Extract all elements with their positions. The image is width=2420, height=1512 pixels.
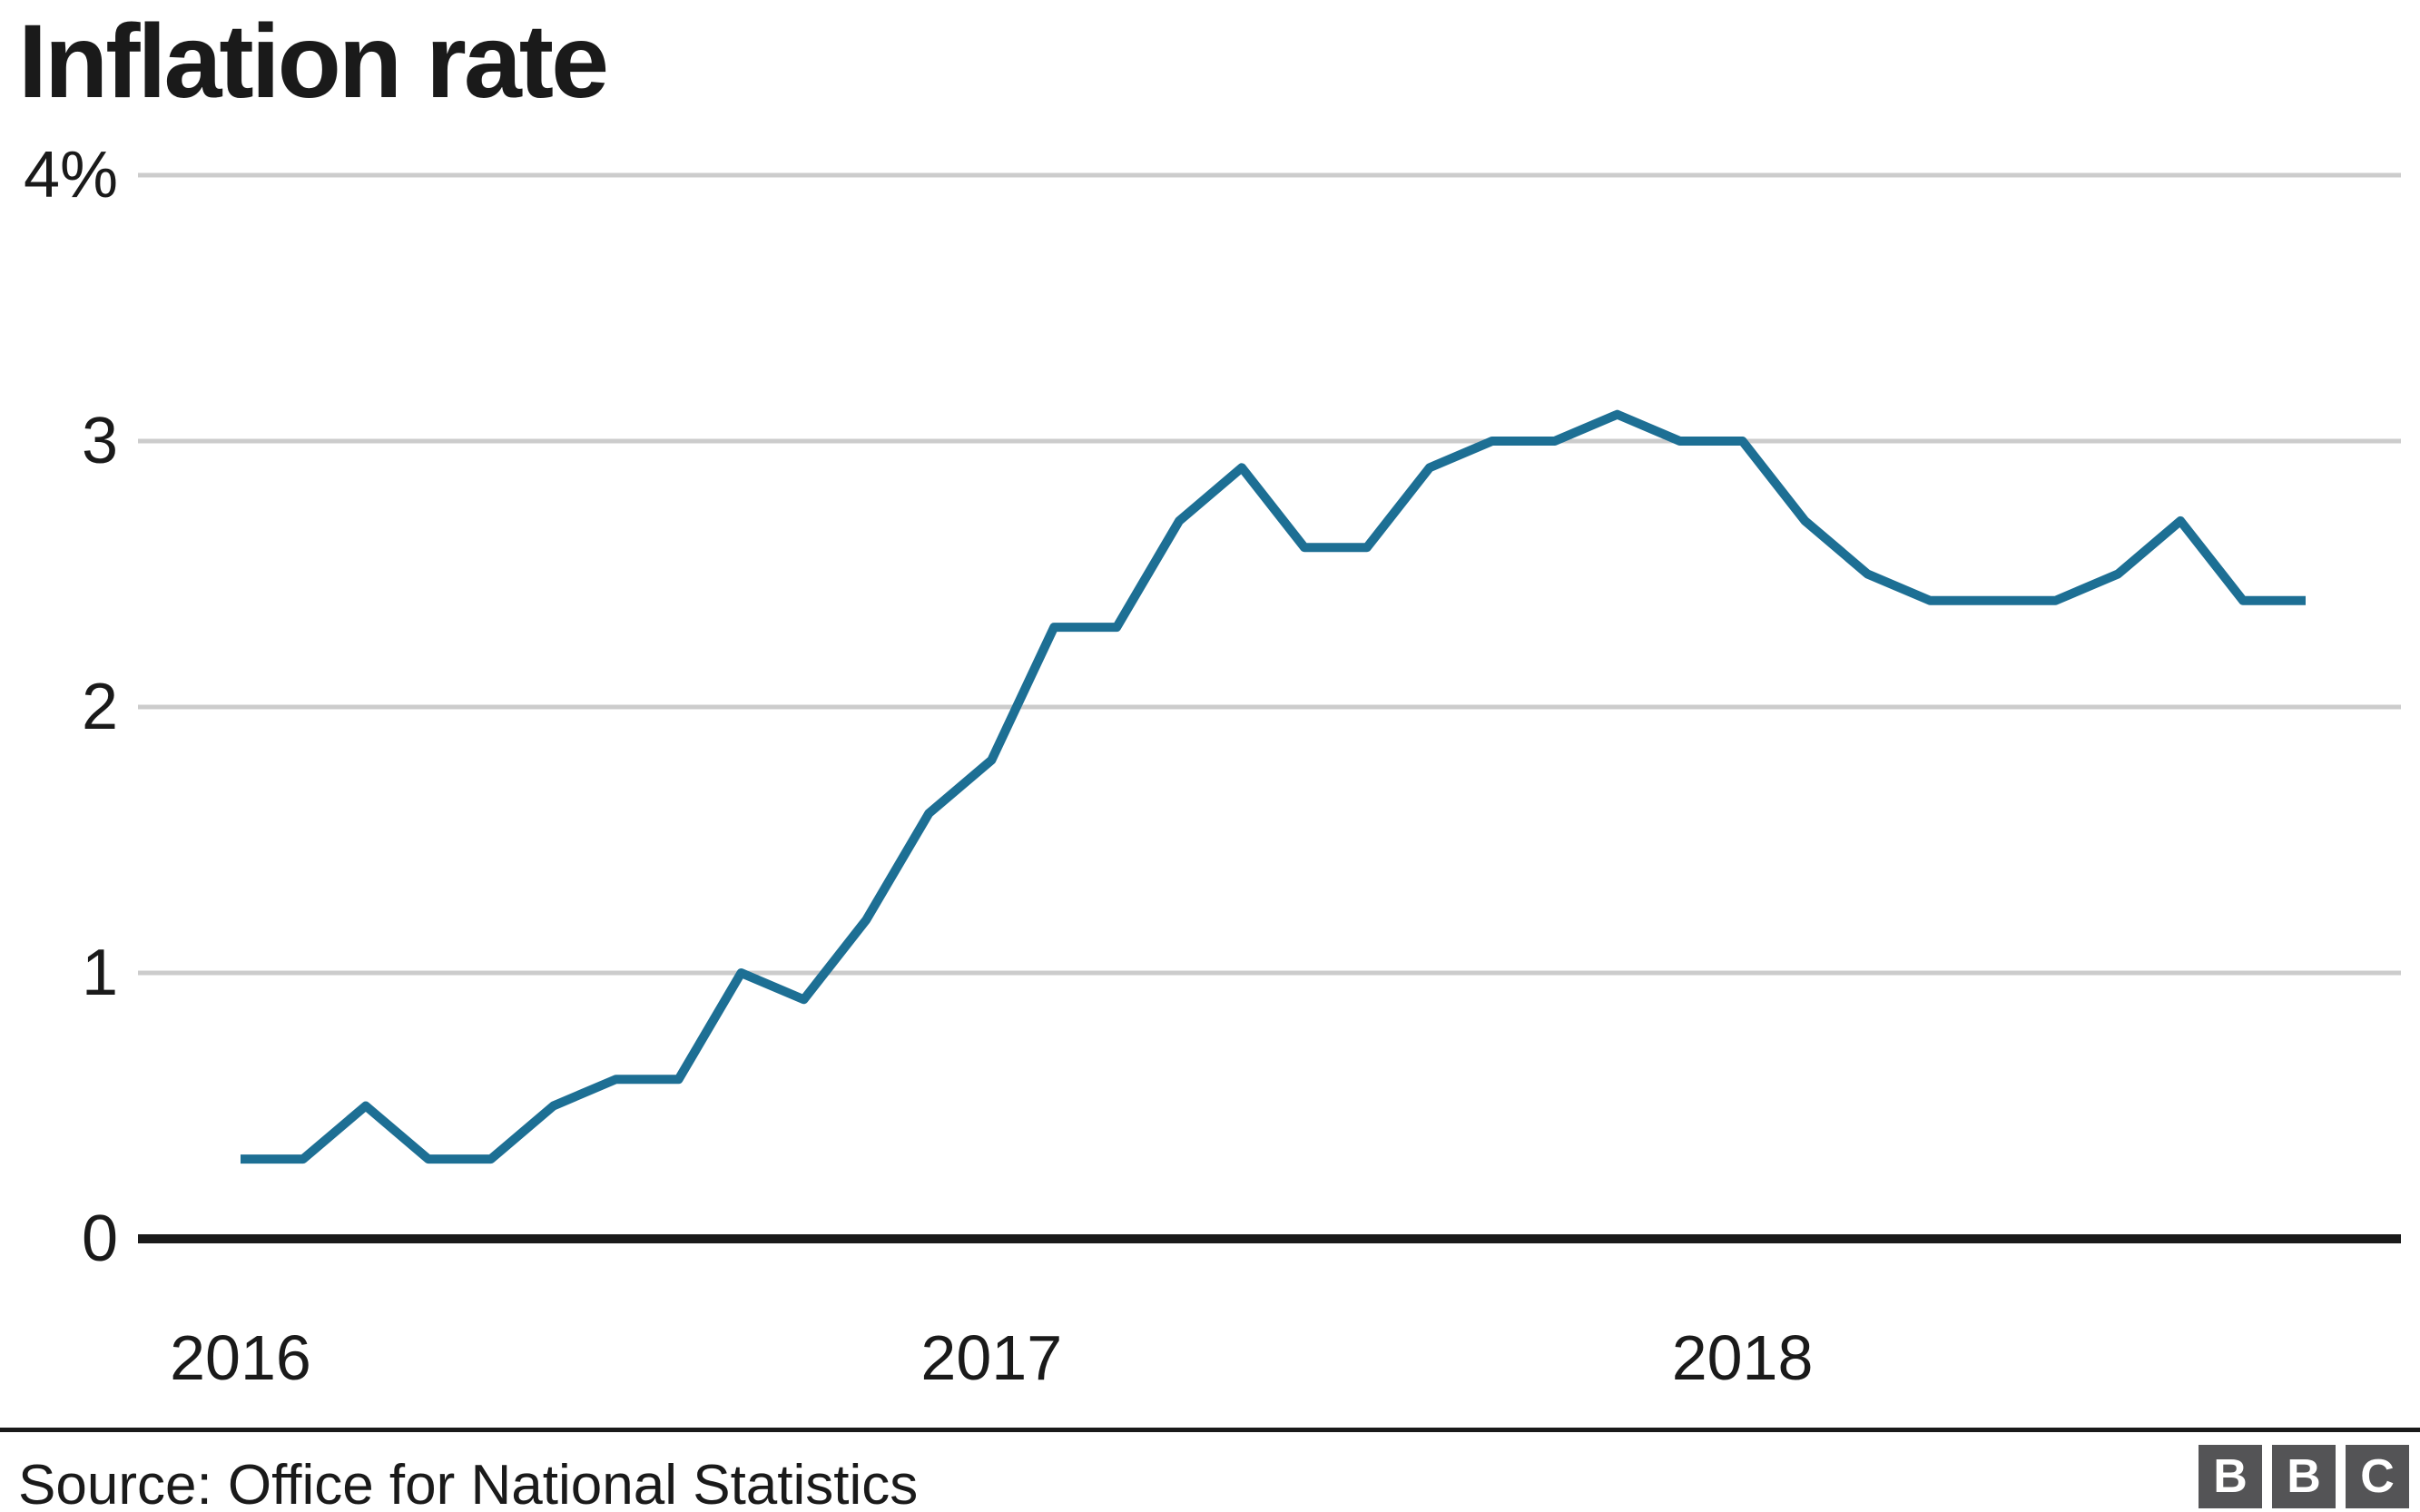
bbc-logo-square: B — [2199, 1445, 2262, 1508]
bbc-logo-letter: C — [2360, 1450, 2395, 1503]
x-tick-label: 2018 — [1672, 1322, 1814, 1393]
inflation-rate-line — [241, 409, 2306, 1164]
bbc-logo-square: B — [2272, 1445, 2336, 1508]
x-tick-label: 2017 — [920, 1322, 1062, 1393]
x-tick-label: 2016 — [170, 1322, 311, 1393]
bbc-logo: B B C — [2199, 1445, 2409, 1508]
y-tick-label: 1 — [82, 937, 118, 1009]
bbc-logo-square: C — [2346, 1445, 2409, 1508]
chart-title: Inflation rate — [18, 4, 609, 120]
bbc-logo-letter: B — [2287, 1450, 2321, 1503]
footer-divider — [0, 1428, 2420, 1432]
y-tick-label: 4% — [24, 139, 118, 211]
source-attribution: Source: Office for National Statistics — [18, 1454, 919, 1512]
y-tick-label: 2 — [82, 671, 118, 743]
bbc-logo-letter: B — [2213, 1450, 2248, 1503]
y-tick-label: 0 — [82, 1203, 118, 1275]
y-tick-label: 3 — [82, 405, 118, 477]
